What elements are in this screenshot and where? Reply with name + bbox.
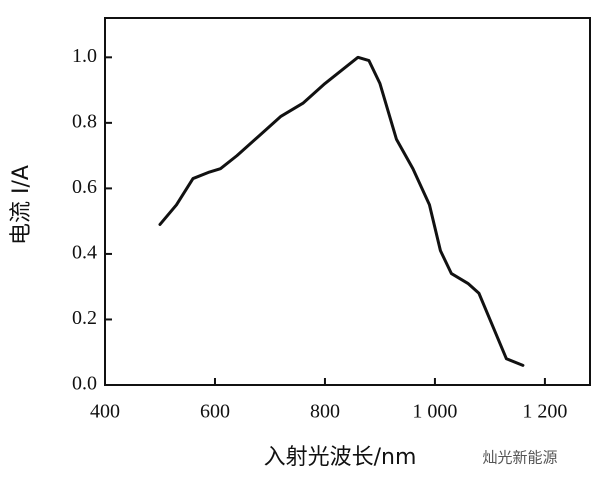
y-tick-label: 0.2	[72, 307, 97, 329]
plot-frame	[104, 17, 591, 386]
x-axis-title: 入射光波长/nm	[264, 445, 417, 470]
y-tick-label: 0.4	[72, 242, 97, 264]
x-tick-label: 800	[310, 401, 340, 423]
x-tick-label: 600	[200, 401, 230, 423]
x-tick-label: 1 000	[412, 401, 457, 423]
data-line	[158, 55, 525, 367]
y-tick-label: 0.8	[72, 110, 97, 132]
y-tick-label: 0.0	[72, 373, 97, 395]
x-tick-label: 400	[90, 401, 120, 423]
y-tick-label: 1.0	[72, 45, 97, 67]
x-tick-label: 1 200	[522, 401, 567, 423]
y-tick-label: 0.6	[72, 176, 97, 198]
watermark: 灿光新能源	[482, 449, 557, 467]
y-axis-title: 电流 I/A	[9, 165, 34, 245]
